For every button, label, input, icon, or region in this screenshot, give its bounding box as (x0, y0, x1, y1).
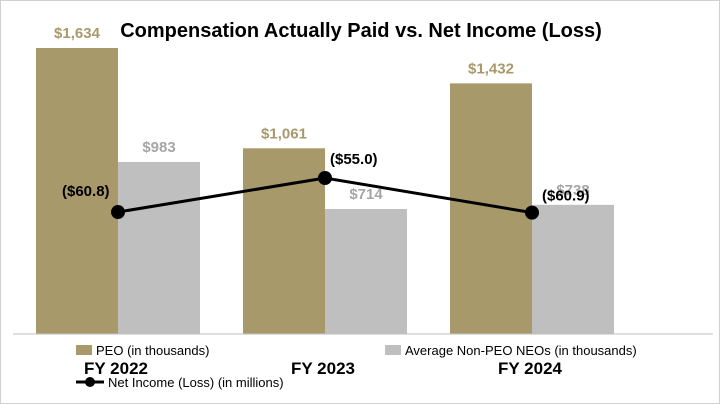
category-label-fy-2024: FY 2024 (498, 359, 563, 378)
bars-layer: $1,634 $983 $1,061 $714 $1,432 $738 (36, 25, 614, 335)
data-label-peo-fy-2023: $1,061 (261, 125, 307, 142)
category-labels: FY 2022 FY 2023 FY 2024 (84, 359, 563, 378)
legend-marker-net-income (85, 377, 95, 387)
data-label-peo-fy-2024: $1,432 (468, 60, 514, 77)
legend-swatch-peo (76, 345, 92, 355)
legend-label-non-peo: Average Non-PEO NEOs (in thousands) (405, 343, 637, 358)
legend-label-peo: PEO (in thousands) (96, 343, 209, 358)
data-label-non-peo-fy-2023: $714 (349, 186, 383, 203)
category-label-fy-2023: FY 2023 (291, 359, 355, 378)
category-label-fy-2022: FY 2022 (84, 359, 148, 378)
net-income-label-fy-2024: ($60.9) (542, 188, 590, 205)
legend-label-net-income: Net Income (Loss) (in millions) (108, 375, 284, 390)
bar-peo-fy-2024 (450, 83, 532, 335)
data-label-peo-fy-2022: $1,634 (54, 25, 101, 42)
chart-title: Compensation Actually Paid vs. Net Incom… (120, 20, 602, 42)
net-income-point-fy-2024 (525, 205, 539, 220)
net-income-label-fy-2023: ($55.0) (330, 151, 378, 168)
net-income-label-fy-2022: ($60.8) (62, 183, 110, 200)
data-label-non-peo-fy-2022: $983 (142, 139, 175, 156)
net-income-point-fy-2023 (318, 171, 332, 185)
net-income-point-fy-2022 (111, 205, 125, 220)
legend-swatch-non-peo (385, 345, 401, 355)
bar-peo-fy-2022 (36, 48, 118, 334)
line-layer: ($60.8) ($55.0) ($60.9) (62, 151, 590, 220)
bar-non-peo-fy-2022 (118, 161, 200, 334)
bar-peo-fy-2023 (243, 148, 325, 334)
bar-non-peo-fy-2024 (532, 204, 614, 334)
bar-non-peo-fy-2023 (325, 209, 407, 334)
data-label-non-peo-fy-2024: $738 (556, 182, 589, 199)
legend: PEO (in thousands) Average Non-PEO NEOs … (76, 343, 637, 390)
